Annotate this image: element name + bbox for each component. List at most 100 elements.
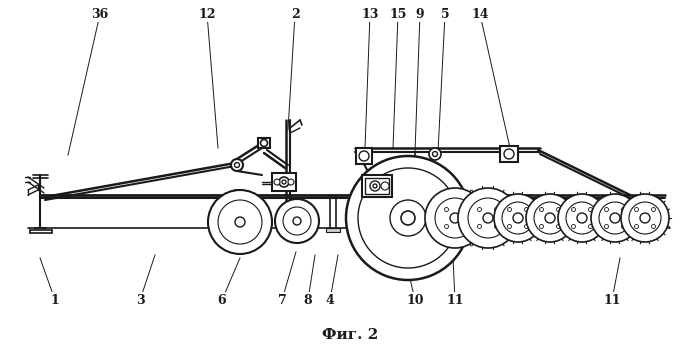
Circle shape [651,225,656,229]
Circle shape [494,207,498,212]
Circle shape [390,200,426,236]
Circle shape [526,194,574,242]
Circle shape [445,225,449,229]
Circle shape [494,194,542,242]
Text: 10: 10 [406,293,424,306]
Text: 8: 8 [303,293,312,306]
Circle shape [524,207,528,212]
Text: 12: 12 [199,8,216,21]
Circle shape [208,190,272,254]
Bar [258,138,270,148]
Circle shape [370,181,380,191]
Circle shape [445,207,449,212]
Text: 4: 4 [326,293,334,306]
Text: Фиг. 2: Фиг. 2 [322,328,378,342]
Bar [272,173,296,191]
Text: 6: 6 [217,293,226,306]
Circle shape [483,213,493,223]
Text: 13: 13 [361,8,379,21]
Circle shape [540,225,544,229]
Circle shape [629,202,661,234]
Bar [326,228,340,232]
Circle shape [461,225,466,229]
Text: 1: 1 [50,293,59,306]
Circle shape [234,194,240,199]
Text: 11: 11 [603,293,621,306]
Text: 14: 14 [471,8,489,21]
Circle shape [401,211,415,225]
Circle shape [621,207,626,212]
Circle shape [230,190,244,204]
Circle shape [218,200,262,244]
Text: 3: 3 [136,293,144,306]
Circle shape [373,184,377,188]
Text: 9: 9 [416,8,424,21]
Circle shape [589,207,593,212]
Circle shape [556,225,561,229]
Circle shape [640,213,650,223]
Circle shape [279,177,289,187]
Circle shape [540,207,544,212]
Circle shape [599,202,631,234]
Circle shape [589,225,593,229]
Circle shape [651,207,656,212]
Circle shape [577,213,587,223]
Circle shape [591,194,639,242]
Circle shape [235,217,245,227]
Circle shape [477,207,482,212]
Circle shape [458,188,518,248]
Circle shape [461,207,466,212]
Circle shape [261,139,268,147]
Text: 36: 36 [92,8,108,21]
Circle shape [283,207,311,235]
Circle shape [545,213,555,223]
Circle shape [502,202,534,234]
Circle shape [433,152,438,157]
Circle shape [610,213,620,223]
Circle shape [507,225,512,229]
Circle shape [558,194,606,242]
Text: 2: 2 [291,8,299,21]
Circle shape [274,179,280,185]
Bar [500,146,518,162]
Circle shape [275,199,319,243]
Circle shape [425,188,485,248]
Circle shape [566,202,598,234]
Circle shape [513,213,523,223]
Circle shape [435,198,475,238]
Text: 15: 15 [389,8,407,21]
Circle shape [621,225,626,229]
Circle shape [293,217,301,225]
Circle shape [605,225,609,229]
Circle shape [524,225,528,229]
Circle shape [605,207,609,212]
Circle shape [504,149,514,159]
Text: 11: 11 [446,293,463,306]
Circle shape [381,182,389,190]
Circle shape [234,162,240,167]
Circle shape [282,180,286,184]
Circle shape [572,225,575,229]
Circle shape [572,207,575,212]
Circle shape [468,198,508,238]
Circle shape [477,225,482,229]
Circle shape [288,179,294,185]
Bar [362,175,392,197]
Circle shape [635,207,638,212]
Text: 7: 7 [278,293,287,306]
Circle shape [429,148,441,160]
Circle shape [534,202,566,234]
Circle shape [621,194,669,242]
Circle shape [346,156,470,280]
Bar [365,178,389,194]
Circle shape [507,207,512,212]
Circle shape [556,207,561,212]
Text: 5: 5 [440,8,449,21]
Circle shape [358,168,458,268]
Bar [356,148,372,164]
Circle shape [635,225,638,229]
Circle shape [494,225,498,229]
Circle shape [231,159,243,171]
Circle shape [359,151,369,161]
Circle shape [450,213,460,223]
